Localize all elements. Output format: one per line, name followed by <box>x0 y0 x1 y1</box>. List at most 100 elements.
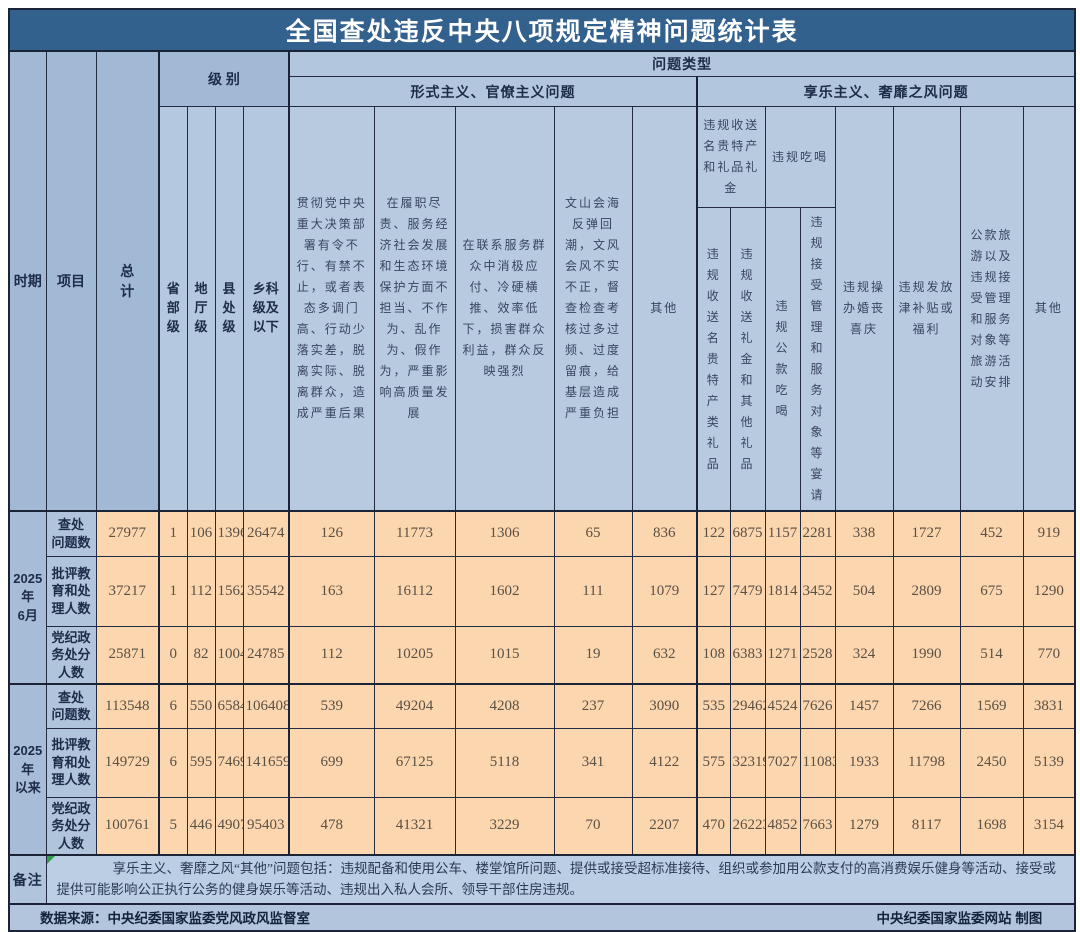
header-hedonism-subsidy: 违规发放津补贴或福利 <box>892 106 961 512</box>
data-cell: 595 <box>186 727 216 798</box>
data-cell: 82 <box>186 625 216 685</box>
note-text: 享乐主义、奢靡之风“其他”问题包括：违规配备和使用公车、楼堂馆所问题、提供或接受… <box>56 861 1056 897</box>
data-cell: 7479 <box>729 555 766 627</box>
data-cell: 1396 <box>214 510 244 557</box>
data-cell: 5139 <box>1022 727 1076 798</box>
statistics-table: 全国查处违反中央八项规定精神问题统计表 时期 项目 总 计 级 别 问题类型 形… <box>8 8 1077 932</box>
header-level-county: 县 处 级 <box>214 106 244 512</box>
data-cell: 70 <box>553 796 633 856</box>
data-cell: 1698 <box>959 796 1024 856</box>
data-cell: 65 <box>553 510 633 557</box>
data-cell: 1814 <box>764 555 801 627</box>
row-label: 批评教 育和处 理人数 <box>45 555 97 627</box>
data-cell: 112 <box>288 625 375 685</box>
header-level-township: 乡科 级及 以下 <box>242 106 290 512</box>
data-cell: 7626 <box>799 683 836 729</box>
period-2025-june: 2025年 6月 <box>8 509 47 685</box>
note-label: 备注 <box>8 854 47 905</box>
data-cell: 6 <box>158 683 188 729</box>
data-cell: 25871 <box>95 625 160 685</box>
data-cell: 11773 <box>373 510 456 557</box>
header-gift-group: 违规收送名贵特产和礼品礼金 <box>696 106 766 208</box>
data-cell: 1015 <box>454 625 555 685</box>
data-cell: 4208 <box>454 683 555 729</box>
data-cell: 2528 <box>799 625 836 685</box>
row-label: 党纪政 务处分 人数 <box>45 625 97 685</box>
data-cell: 2281 <box>799 510 836 557</box>
header-problem-type: 问题类型 <box>288 50 1076 77</box>
data-cell: 5 <box>158 796 188 856</box>
data-cell: 4524 <box>764 683 801 729</box>
data-cell: 539 <box>288 683 375 729</box>
header-formalism-col-3: 在联系服务群众中消极应付、冷硬横推、效率低下，损害群众利益，群众反映强烈 <box>454 106 555 512</box>
data-cell: 1 <box>158 555 188 627</box>
data-cell: 3154 <box>1022 796 1076 856</box>
data-cell: 19 <box>553 625 633 685</box>
data-cell: 67125 <box>373 727 456 798</box>
period-2025-to-date: 2025年 以来 <box>8 683 47 856</box>
header-dining-banquet: 违规接受管理和服务对象等宴请 <box>799 207 836 512</box>
data-cell: 149729 <box>95 727 160 798</box>
data-cell: 4907 <box>214 796 244 856</box>
data-cell: 3831 <box>1022 683 1076 729</box>
header-hedonism-wedding: 违规操办婚丧喜庆 <box>834 106 894 512</box>
data-cell: 49204 <box>373 683 456 729</box>
data-cell: 1271 <box>764 625 801 685</box>
data-cell: 237 <box>553 683 633 729</box>
data-cell: 1933 <box>834 727 894 798</box>
data-cell: 95403 <box>242 796 290 856</box>
header-formalism-col-4: 文山会海反弹回潮，文风会风不实不正，督查检查考核过多过频、过度留痕，给基层造成严… <box>553 106 633 512</box>
data-cell: 478 <box>288 796 375 856</box>
data-cell: 6875 <box>729 510 766 557</box>
data-cell: 338 <box>834 510 894 557</box>
data-cell: 7027 <box>764 727 801 798</box>
data-cell: 16112 <box>373 555 456 627</box>
data-cell: 504 <box>834 555 894 627</box>
data-cell: 632 <box>631 625 698 685</box>
data-cell: 7469 <box>214 727 244 798</box>
data-cell: 32319 <box>729 727 766 798</box>
chart-credit: 中央纪委国家监委网站 制图 <box>876 911 1043 927</box>
row-label: 查处 问题数 <box>45 683 97 729</box>
data-cell: 122 <box>696 510 731 557</box>
data-cell: 35542 <box>242 555 290 627</box>
data-cell: 1306 <box>454 510 555 557</box>
data-cell: 141659 <box>242 727 290 798</box>
data-cell: 1 <box>158 510 188 557</box>
note-cell: 享乐主义、奢靡之风“其他”问题包括：违规配备和使用公车、楼堂馆所问题、提供或接受… <box>45 854 1076 905</box>
data-cell: 4122 <box>631 727 698 798</box>
data-cell: 699 <box>288 727 375 798</box>
data-cell: 1990 <box>892 625 961 685</box>
header-level-prefecture: 地 厅 级 <box>186 106 216 512</box>
data-cell: 3090 <box>631 683 698 729</box>
header-formalism-title: 形式主义、官僚主义问题 <box>288 76 698 107</box>
header-gift-money: 违规收送礼金和其他礼品 <box>729 207 766 512</box>
header-period: 时期 <box>8 50 47 512</box>
page-title: 全国查处违反中央八项规定精神问题统计表 <box>8 8 1076 52</box>
excel-corner-marker <box>47 857 55 865</box>
data-cell: 1004 <box>214 625 244 685</box>
data-cell: 1602 <box>454 555 555 627</box>
data-cell: 112 <box>186 555 216 627</box>
data-cell: 446 <box>186 796 216 856</box>
data-cell: 919 <box>1022 510 1076 557</box>
data-cell: 1569 <box>959 683 1024 729</box>
header-gift-specialty: 违规收送名贵特产类礼品 <box>696 207 731 512</box>
data-cell: 452 <box>959 510 1024 557</box>
header-formalism-col-2: 在履职尽责、服务经济社会发展和生态环境保护方面不担当、不作为、乱作为、假作为，严… <box>373 106 456 512</box>
data-cell: 2809 <box>892 555 961 627</box>
data-cell: 514 <box>959 625 1024 685</box>
header-hedonism-travel: 公款旅游以及违规接受管理和服务对象等旅游活动安排 <box>959 106 1024 512</box>
data-cell: 2450 <box>959 727 1024 798</box>
data-cell: 770 <box>1022 625 1076 685</box>
data-cell: 37217 <box>95 555 160 627</box>
data-cell: 6 <box>158 727 188 798</box>
data-cell: 113548 <box>95 683 160 729</box>
data-cell: 3452 <box>799 555 836 627</box>
header-hedonism-other: 其他 <box>1022 106 1076 512</box>
data-cell: 6383 <box>729 625 766 685</box>
data-cell: 29462 <box>729 683 766 729</box>
data-cell: 0 <box>158 625 188 685</box>
data-cell: 26474 <box>242 510 290 557</box>
data-cell: 111 <box>553 555 633 627</box>
